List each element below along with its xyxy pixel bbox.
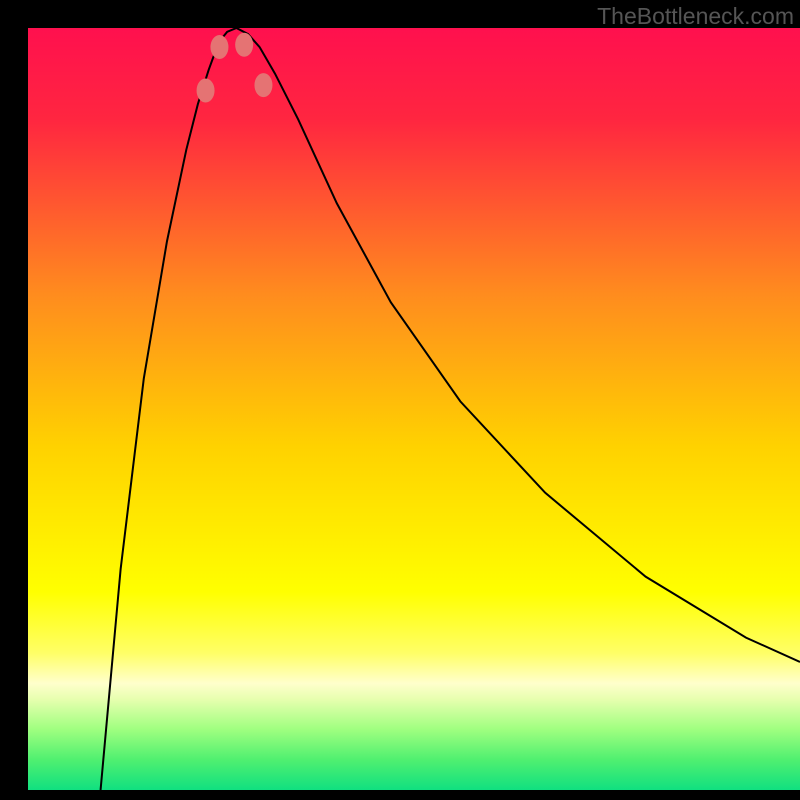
watermark-text: TheBottleneck.com — [597, 3, 794, 30]
gradient-background — [28, 28, 800, 790]
plot-area — [28, 28, 800, 790]
chart-outer: TheBottleneck.com — [0, 0, 800, 800]
